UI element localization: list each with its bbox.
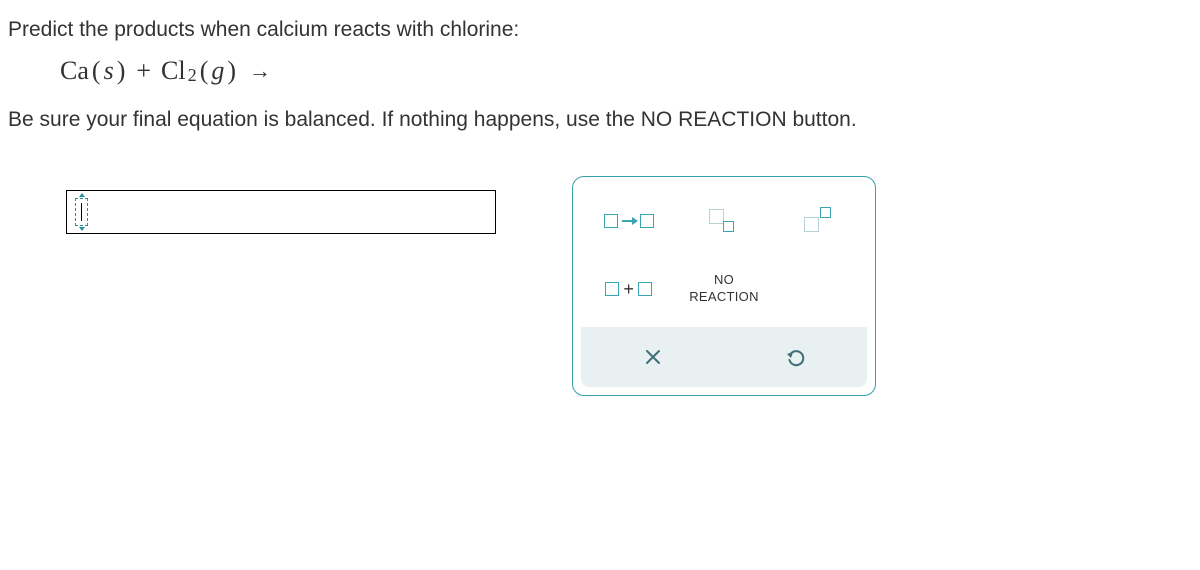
reaction-arrow-button[interactable] — [581, 214, 676, 228]
no-reaction-line2: REACTION — [689, 289, 759, 306]
close-paren: ) — [117, 56, 126, 86]
add-species-button[interactable]: + — [581, 279, 676, 300]
reactant1-state: s — [104, 56, 114, 86]
open-paren2: ( — [200, 56, 209, 86]
no-reaction-button[interactable]: NO REACTION — [676, 272, 771, 306]
subscript-icon — [709, 209, 739, 233]
given-equation: Ca ( s ) + Cl 2 ( g ) → — [60, 56, 1192, 86]
reaction-arrow-icon: → — [249, 58, 271, 84]
superscript-icon — [804, 209, 834, 233]
close-icon — [644, 348, 662, 366]
equation-toolbox: + NO REACTION — [572, 176, 876, 396]
question-prompt-line2: Be sure your final equation is balanced.… — [8, 108, 1192, 132]
undo-button[interactable] — [724, 346, 867, 368]
no-reaction-label: NO REACTION — [689, 272, 759, 306]
subscript-button[interactable] — [676, 209, 771, 233]
close-paren2: ) — [227, 56, 236, 86]
plus-operator: + — [136, 56, 151, 86]
text-cursor — [75, 198, 88, 226]
reaction-arrow-icon — [604, 214, 654, 228]
clear-button[interactable] — [581, 348, 724, 366]
reactant2-state: g — [211, 56, 224, 86]
no-reaction-line1: NO — [689, 272, 759, 289]
add-species-icon: + — [605, 279, 652, 300]
reactant1-element: Ca — [60, 56, 89, 86]
reactant2-element: Cl — [161, 56, 186, 86]
reactant2-subscript: 2 — [188, 65, 197, 86]
open-paren: ( — [92, 56, 101, 86]
question-prompt-line1: Predict the products when calcium reacts… — [8, 18, 1192, 42]
undo-icon — [785, 346, 807, 368]
superscript-button[interactable] — [772, 209, 867, 233]
answer-input[interactable] — [66, 190, 496, 234]
